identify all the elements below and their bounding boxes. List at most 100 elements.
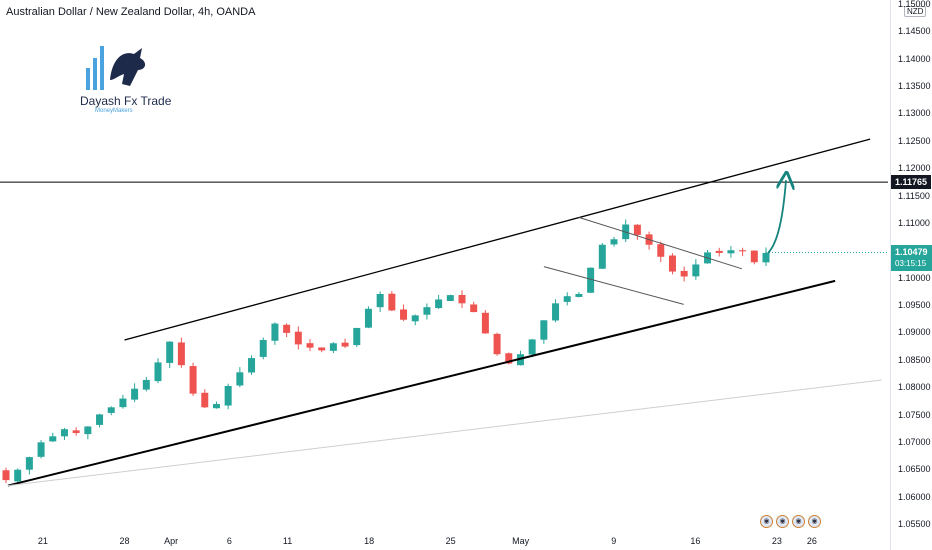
trendline <box>7 379 882 487</box>
candle-body <box>435 299 443 309</box>
candle-body <box>341 342 349 347</box>
candle-body <box>189 366 197 394</box>
candle-body <box>283 324 291 333</box>
candle-body <box>236 372 244 386</box>
candle-body <box>318 347 326 351</box>
x-tick-label: 25 <box>445 536 456 546</box>
flag-au-icon[interactable]: ◉ <box>760 515 773 528</box>
candle-body <box>610 239 618 245</box>
candle-body <box>446 295 454 302</box>
candle-body <box>423 307 431 315</box>
candle-body <box>692 264 700 277</box>
candle-body <box>142 379 150 390</box>
candle-body <box>212 404 220 409</box>
x-tick-label: 21 <box>37 536 48 546</box>
current-price-value: 1.10479 <box>895 247 928 257</box>
candle-body <box>388 293 396 311</box>
y-tick-label: 1.09500 <box>898 300 931 311</box>
y-tick-label: 1.10000 <box>898 272 931 283</box>
x-tick-label: Apr <box>164 536 179 546</box>
currency-label[interactable]: NZD <box>904 6 927 17</box>
x-tick-label: 18 <box>364 536 375 546</box>
flag-au-icon[interactable]: ◉ <box>808 515 821 528</box>
candle-body <box>750 250 758 263</box>
candle-body <box>154 362 162 382</box>
chart-title: Australian Dollar / New Zealand Dollar, … <box>6 6 256 18</box>
y-tick-label: 1.09000 <box>898 327 931 338</box>
x-tick-label: 9 <box>611 536 617 546</box>
y-tick-label: 1.13000 <box>898 108 931 119</box>
candle-countdown: 03:15:15 <box>895 259 927 268</box>
candle-body <box>60 429 68 437</box>
x-tick-label: May <box>512 536 530 546</box>
candle-body <box>364 308 372 328</box>
candle-body <box>680 270 688 277</box>
candle-body <box>201 392 209 408</box>
level-price-badge: 1.11765 <box>891 175 932 189</box>
x-tick-label: 26 <box>806 536 817 546</box>
candle-body <box>25 457 33 470</box>
y-tick-label: 1.07000 <box>898 436 931 447</box>
logo-name: Dayash Fx Trade <box>80 94 172 108</box>
candle-body <box>248 358 256 373</box>
candle-body <box>294 331 302 345</box>
candle-body <box>481 312 489 334</box>
candle-body <box>131 388 139 400</box>
economic-events[interactable]: ◉ ◉ ◉ ◉ <box>760 510 824 528</box>
candle-body <box>739 250 747 252</box>
candle-body <box>657 244 665 257</box>
candle-body <box>119 398 127 408</box>
candle-body <box>72 430 80 434</box>
y-tick-label: 1.13500 <box>898 81 931 92</box>
logo-tagline: MoneyMakers <box>95 108 133 114</box>
candle-body <box>727 250 735 254</box>
trendline <box>124 138 871 341</box>
logo-bull-icon <box>86 46 146 90</box>
trendline <box>578 216 743 270</box>
candle-body <box>540 320 548 340</box>
candle-body <box>107 407 115 413</box>
projection-arrow <box>767 180 786 254</box>
x-tick-label: 6 <box>226 536 232 546</box>
drawing-lines <box>0 138 888 487</box>
candle-body <box>505 353 513 364</box>
candle-body <box>458 294 466 304</box>
candle-body <box>2 470 10 481</box>
candle-body <box>376 294 384 308</box>
flag-au-icon[interactable]: ◉ <box>792 515 805 528</box>
candle-body <box>271 323 279 341</box>
candle-body <box>493 333 501 355</box>
candle-body <box>166 341 174 363</box>
y-tick-label: 1.11000 <box>898 217 930 228</box>
candle-body <box>598 244 606 269</box>
x-tick-label: 11 <box>282 536 293 546</box>
candle-body <box>633 224 641 235</box>
x-tick-label: 28 <box>119 536 130 546</box>
y-tick-label: 1.11500 <box>898 190 930 201</box>
candlestick-series <box>2 219 770 484</box>
y-tick-label: 1.14500 <box>898 26 931 37</box>
y-tick-label: 1.12500 <box>898 135 931 146</box>
candle-body <box>353 327 361 346</box>
candle-body <box>715 250 723 253</box>
y-tick-label: 1.08000 <box>898 382 931 393</box>
candle-body <box>259 339 267 357</box>
candle-body <box>37 442 45 457</box>
candle-body <box>306 343 314 348</box>
x-tick-label: 23 <box>771 536 782 546</box>
x-tick-label: 16 <box>690 536 701 546</box>
candle-body <box>224 385 232 406</box>
candle-body <box>762 252 770 263</box>
candle-body <box>14 469 22 482</box>
y-tick-label: 1.07500 <box>898 409 931 420</box>
current-price-badge: 1.10479 03:15:15 <box>891 245 932 271</box>
candle-body <box>587 267 595 293</box>
flag-au-icon[interactable]: ◉ <box>776 515 789 528</box>
price-axis[interactable] <box>890 0 932 550</box>
candle-body <box>552 303 560 321</box>
candle-body <box>177 342 185 366</box>
candle-body <box>329 343 337 351</box>
candle-body <box>470 304 478 313</box>
